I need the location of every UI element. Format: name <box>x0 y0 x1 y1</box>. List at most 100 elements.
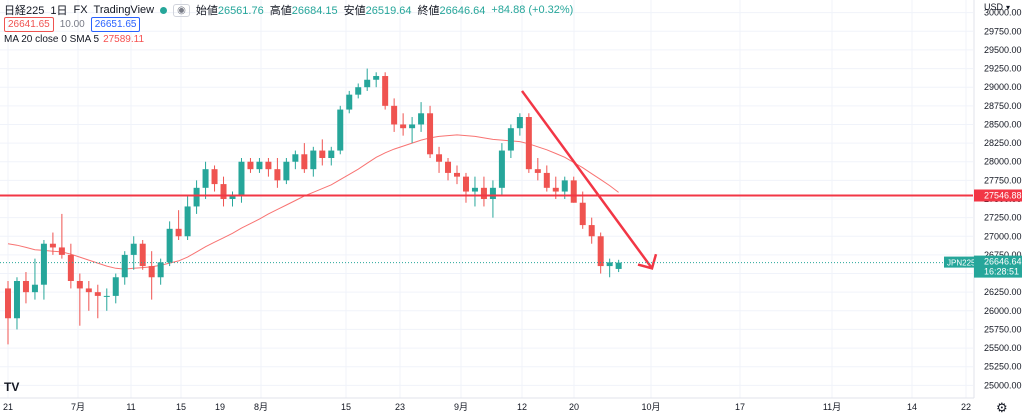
last-price-tag <box>974 255 1022 278</box>
candle-body <box>570 180 577 203</box>
candle-body <box>328 150 335 159</box>
candle-body <box>292 154 299 162</box>
candle-body <box>346 94 353 110</box>
time-tick-label: 15 <box>176 402 186 412</box>
candle-body <box>364 79 371 88</box>
candle-body <box>211 169 218 185</box>
price-tick-label: 29000.00 <box>984 82 1022 92</box>
candle-body <box>148 266 155 278</box>
indicator-label: MA 20 close 0 SMA 5 <box>4 34 100 45</box>
candle-body <box>229 195 236 199</box>
hline-price-tag[interactable] <box>974 189 1022 202</box>
buy-button[interactable]: 26651.65 <box>90 17 141 32</box>
candle-body <box>58 247 65 255</box>
countdown-text: 16:28:51 <box>984 267 1019 277</box>
price-tick-label: 28500.00 <box>984 119 1022 129</box>
price-tick-label: 29500.00 <box>984 45 1022 55</box>
candle-body <box>166 228 173 263</box>
candle-body <box>355 87 362 95</box>
candle-body <box>391 105 398 125</box>
symbol-name[interactable]: 日経225 <box>4 5 45 17</box>
candle-body <box>471 187 478 192</box>
currency-label: USD <box>984 2 1004 12</box>
ma-20-path <box>7 134 619 270</box>
candle-body <box>5 288 11 319</box>
candle-body <box>507 128 514 151</box>
time-tick-label: 15 <box>341 402 351 412</box>
price-tick-label: 28750.00 <box>984 101 1022 111</box>
candle-body <box>534 169 541 173</box>
candle-body <box>76 280 83 289</box>
time-tick-label: 11 <box>126 402 135 412</box>
time-tick-label: 19 <box>215 402 225 412</box>
tradingview-logo[interactable]: TV <box>4 380 20 394</box>
candle-body <box>382 76 389 106</box>
candle-body <box>498 150 505 188</box>
candle-body <box>552 187 559 192</box>
candle-body <box>310 150 317 170</box>
candle-body <box>238 161 245 196</box>
price-tick-label: 27250.00 <box>984 213 1022 223</box>
candles <box>5 68 622 345</box>
price-tick-label: 25500.00 <box>984 343 1022 353</box>
price-tick-label: 29750.00 <box>984 26 1022 36</box>
ohlc-low: 安値26519.64 <box>343 5 412 17</box>
trend-arrow-line[interactable] <box>520 90 654 270</box>
eye-icon[interactable]: ◉ <box>173 3 190 17</box>
candle-body <box>319 150 326 159</box>
time-axis[interactable]: 21 7月 11 15 19 8月 15 23 9月 12 20 10月 17 11月 14 22 <box>0 397 974 412</box>
spread-value: 10.00 <box>59 19 85 30</box>
candle-body <box>579 202 586 226</box>
candle-body <box>139 243 146 267</box>
source-label: TradingView <box>93 4 155 16</box>
price-tick-label: 27750.00 <box>984 175 1022 185</box>
candle-body <box>409 124 416 129</box>
candle-body <box>489 187 496 199</box>
legend-header: 日経225 1日 FX TradingView ◉ 始値26561.76 高値2… <box>4 2 573 18</box>
grid <box>0 0 973 398</box>
time-tick-label: 22 <box>961 402 971 412</box>
candle-body <box>445 161 452 173</box>
candle-body <box>256 161 263 170</box>
annotations[interactable] <box>0 90 973 270</box>
price-axis[interactable]: USD ▾30000.00 29750.00 29500.00 29250.00 2900… <box>944 0 1024 415</box>
chevron-down-icon[interactable]: ▾ <box>1006 3 1010 12</box>
price-tick-label: 25000.00 <box>984 380 1022 390</box>
sell-button[interactable]: 26641.65 <box>4 17 54 32</box>
candle-body <box>373 76 380 80</box>
candle-body <box>454 172 460 177</box>
candle-body <box>400 124 407 129</box>
candle-body <box>436 154 443 162</box>
candle-body <box>525 117 532 170</box>
time-tick-label: 8月 <box>254 402 268 412</box>
candle-body <box>94 292 101 296</box>
candle-body <box>112 277 119 296</box>
candle-body <box>588 225 595 237</box>
time-tick-label: 23 <box>395 402 405 412</box>
candle-body <box>121 254 128 278</box>
candle-body <box>103 295 110 297</box>
ohlc-close: 終値26646.64 <box>417 5 486 17</box>
candle-body <box>337 109 344 151</box>
candle-body <box>516 117 523 129</box>
gear-icon[interactable]: ⚙ <box>996 400 1008 415</box>
candle-body <box>157 262 164 278</box>
candle-body <box>220 184 227 199</box>
candle-body <box>40 243 47 285</box>
candle-body <box>283 161 290 181</box>
price-tick-label: 25750.00 <box>984 324 1022 334</box>
indicator-legend[interactable]: MA 20 close 0 SMA 5 27589.11 <box>4 34 144 45</box>
price-tick-label: 28250.00 <box>984 138 1022 148</box>
time-tick-label: 14 <box>907 402 917 412</box>
price-tick-label: 30000.00 <box>984 8 1022 18</box>
price-tick-label: 29250.00 <box>984 64 1022 74</box>
price-tick-label: 27000.00 <box>984 231 1022 241</box>
candle-body <box>22 280 29 293</box>
interval-label[interactable]: 1日 <box>50 5 68 17</box>
price-tick-label: 26250.00 <box>984 287 1022 297</box>
candle-body <box>193 187 200 207</box>
candle-body <box>462 176 469 192</box>
exchange-label: FX <box>73 4 88 16</box>
candle-body <box>175 228 182 237</box>
